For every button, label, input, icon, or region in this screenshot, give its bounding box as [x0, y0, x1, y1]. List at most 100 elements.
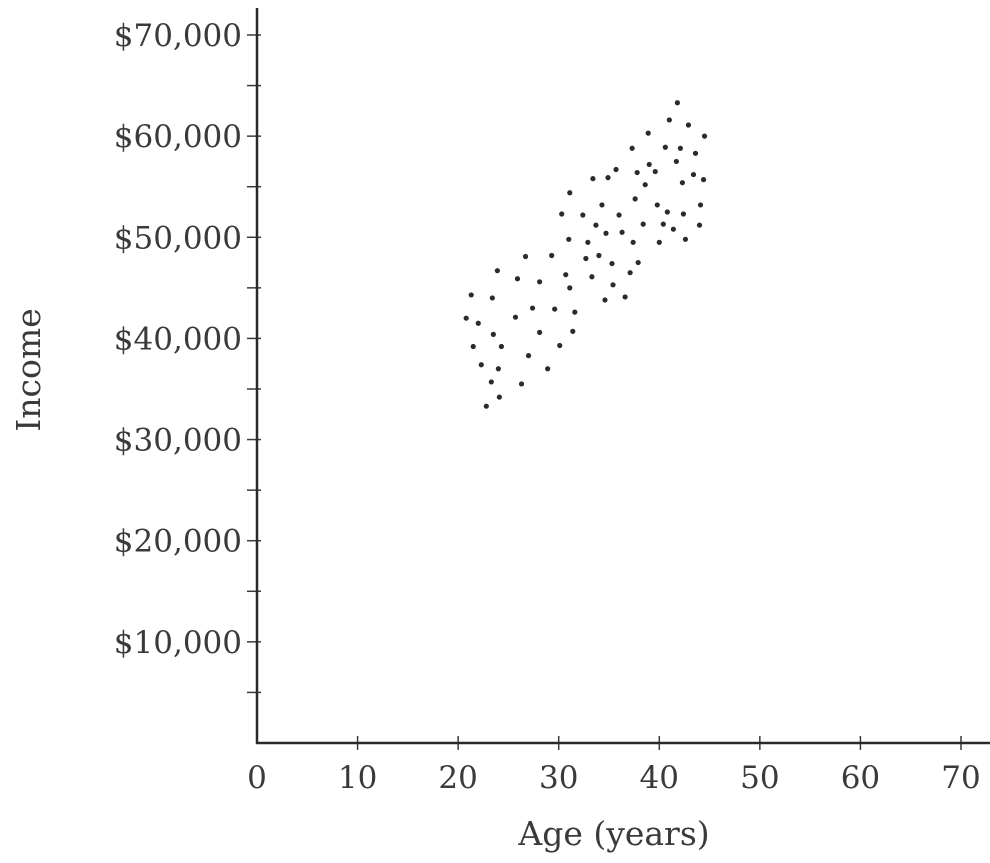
data-point: [697, 202, 704, 208]
data-point: [488, 379, 494, 385]
data-point: [630, 239, 636, 245]
data-point: [529, 305, 536, 311]
data-point: [583, 255, 589, 262]
x-tick-label: 0: [247, 760, 267, 796]
data-point: [512, 314, 519, 320]
y-tick-label: $70,000: [114, 18, 242, 54]
data-point: [654, 202, 660, 208]
data-point: [567, 285, 573, 291]
x-tick-label: 30: [539, 760, 578, 796]
data-point: [522, 253, 529, 260]
data-point: [570, 328, 576, 334]
data-point: [490, 331, 496, 337]
data-point: [701, 133, 708, 139]
data-point: [645, 130, 651, 136]
data-point: [602, 297, 608, 303]
data-point: [613, 166, 619, 173]
y-tick-labels: $10,000 $20,000 $30,000 $40,000 $50,000 $60,0…: [114, 18, 242, 661]
data-point: [537, 329, 543, 335]
x-tick-label: 20: [438, 760, 477, 796]
data-point: [682, 236, 689, 242]
data-point: [679, 180, 686, 186]
x-tick-label: 50: [740, 760, 779, 796]
data-point: [590, 176, 596, 182]
data-point: [662, 144, 668, 150]
x-axis-title: Age (years): [517, 814, 709, 853]
data-point: [496, 394, 502, 400]
data-point: [495, 366, 501, 372]
data-point: [545, 366, 551, 372]
data-point: [677, 145, 684, 151]
data-point: [470, 343, 476, 350]
data-point: [674, 100, 680, 106]
data-point: [656, 239, 662, 245]
data-point: [599, 202, 605, 208]
data-points: [463, 100, 708, 409]
y-axis-title: Income: [9, 308, 48, 431]
data-point: [605, 175, 611, 181]
data-point: [673, 158, 679, 165]
data-point: [475, 320, 481, 326]
data-point: [666, 117, 672, 123]
data-point: [585, 239, 591, 245]
data-point: [690, 171, 697, 178]
data-point: [603, 230, 609, 236]
data-point: [696, 222, 703, 228]
x-tick-label: 60: [841, 760, 880, 796]
data-point: [478, 362, 484, 368]
y-tick-label: $60,000: [114, 119, 242, 155]
data-point: [622, 294, 628, 300]
data-point: [580, 212, 586, 218]
data-point: [660, 221, 666, 227]
data-point: [525, 353, 532, 359]
data-point: [670, 226, 676, 232]
x-tick-label: 40: [640, 760, 679, 796]
data-point: [596, 252, 602, 259]
data-point: [619, 229, 625, 235]
data-point: [566, 236, 572, 242]
data-point: [498, 343, 504, 350]
data-point: [559, 211, 565, 217]
y-tick-label: $40,000: [114, 321, 242, 357]
y-tick-label: $20,000: [114, 524, 242, 560]
x-tick-labels: 0 10 20 30 40 50 60 70: [247, 760, 981, 796]
data-point: [692, 150, 699, 156]
x-tick-label: 70: [941, 760, 980, 796]
data-point: [549, 252, 555, 259]
data-point: [557, 342, 563, 349]
y-tick-label: $10,000: [114, 625, 242, 661]
data-point: [680, 211, 687, 217]
data-point: [518, 381, 525, 387]
data-point: [642, 182, 648, 188]
data-point: [593, 222, 599, 228]
data-point: [685, 122, 692, 128]
data-point: [589, 274, 595, 280]
data-point: [468, 292, 474, 298]
data-point: [563, 272, 569, 278]
data-point: [664, 209, 670, 215]
data-point: [483, 403, 489, 409]
data-point: [646, 161, 652, 168]
data-point: [632, 196, 638, 202]
data-point: [700, 177, 707, 183]
data-point: [489, 295, 495, 301]
data-point: [567, 190, 573, 196]
data-point: [634, 169, 640, 176]
data-point: [537, 279, 543, 285]
data-point: [552, 306, 558, 312]
data-point: [635, 259, 641, 266]
data-point: [514, 276, 521, 282]
data-point: [494, 268, 500, 274]
data-point: [616, 212, 622, 218]
y-tick-label: $50,000: [114, 220, 242, 256]
y-tick-label: $30,000: [114, 423, 242, 459]
data-point: [629, 145, 635, 151]
data-point: [640, 221, 646, 227]
data-point: [463, 315, 469, 321]
data-point: [609, 260, 615, 267]
x-tick-label: 10: [338, 760, 377, 796]
data-point: [572, 309, 578, 315]
y-tick-marks: [247, 34, 261, 694]
data-point: [627, 270, 633, 276]
